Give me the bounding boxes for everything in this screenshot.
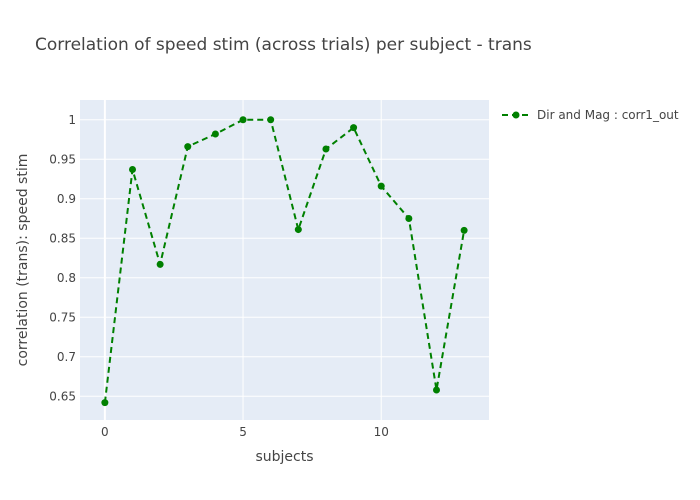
- x-axis-ticks: 0 5 10: [101, 425, 389, 439]
- legend-label: Dir and Mag : corr1_out: [537, 108, 679, 122]
- y-tick-label: 0.9: [57, 192, 76, 206]
- y-tick-label: 0.75: [49, 310, 76, 324]
- x-tick-label: 0: [101, 425, 109, 439]
- y-tick-label: 0.95: [49, 152, 76, 166]
- y-tick-label: 0.85: [49, 231, 76, 245]
- y-tick-label: 0.8: [57, 271, 76, 285]
- data-point[interactable]: [294, 226, 302, 234]
- data-point[interactable]: [267, 116, 275, 124]
- data-point[interactable]: [211, 130, 219, 138]
- x-tick-label: 10: [374, 425, 389, 439]
- data-point[interactable]: [184, 143, 192, 151]
- series-line: [103, 118, 466, 403]
- y-tick-label: 1: [68, 113, 76, 127]
- x-tick-label: 5: [239, 425, 247, 439]
- x-axis-title: subjects: [255, 449, 313, 465]
- y-axis-title: correlation (trans): speed stim: [15, 154, 31, 367]
- y-tick-label: 0.65: [49, 389, 76, 403]
- plot-area: [80, 100, 489, 420]
- series-group: [101, 116, 468, 407]
- data-point[interactable]: [129, 166, 137, 174]
- data-point[interactable]: [101, 399, 109, 407]
- data-point[interactable]: [460, 226, 468, 234]
- data-point[interactable]: [322, 145, 330, 153]
- data-point[interactable]: [350, 124, 358, 132]
- data-point[interactable]: [239, 116, 247, 124]
- y-axis-ticks: 0.65 0.7 0.75 0.8 0.85 0.9 0.95 1: [49, 113, 76, 404]
- data-point[interactable]: [156, 260, 164, 268]
- data-point[interactable]: [405, 215, 413, 223]
- legend[interactable]: Dir and Mag : corr1_out: [502, 108, 679, 122]
- data-point[interactable]: [377, 182, 385, 190]
- legend-marker: [512, 111, 520, 119]
- data-point[interactable]: [432, 386, 440, 394]
- y-tick-label: 0.7: [57, 350, 76, 364]
- grid: [80, 100, 489, 420]
- chart-title: Correlation of speed stim (across trials…: [35, 35, 532, 55]
